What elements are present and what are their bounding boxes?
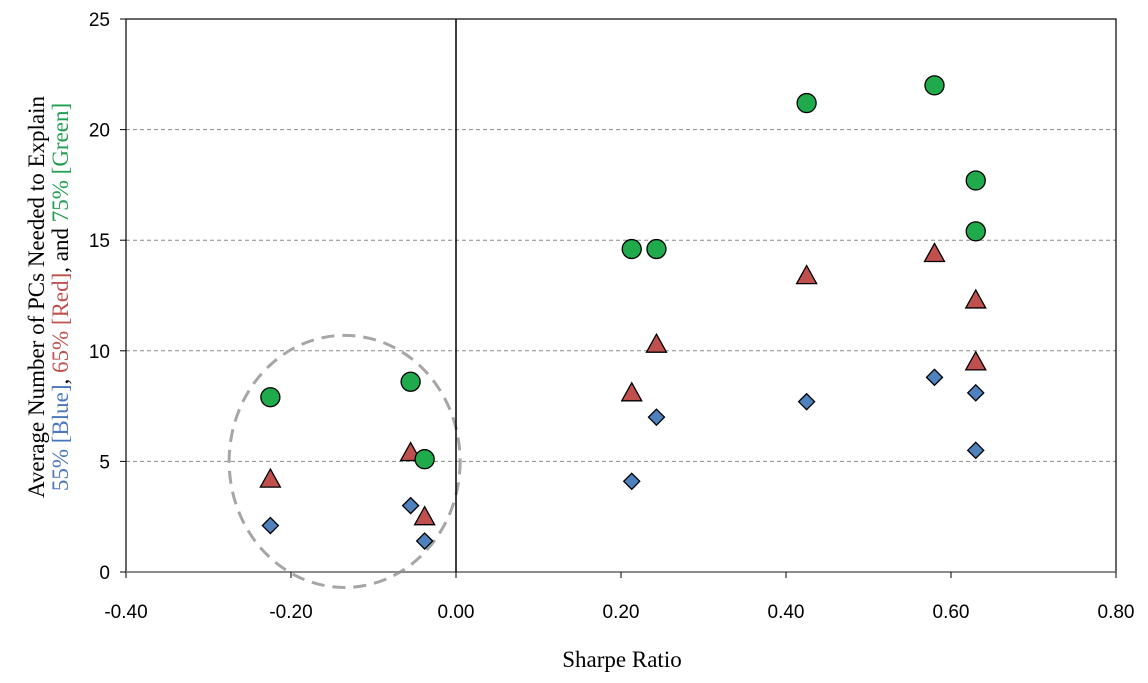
- y-axis-title-segment: 65% [Red]: [48, 273, 73, 373]
- x-tick-label: 0.20: [603, 602, 640, 623]
- circle-marker: [924, 75, 945, 96]
- x-tick-label: 0.60: [933, 602, 970, 623]
- x-tick-label: 0.00: [438, 602, 475, 623]
- y-tick-label: 25: [89, 10, 110, 31]
- circle-marker: [260, 387, 281, 408]
- y-tick-label: 0: [99, 563, 110, 584]
- triangle-marker: [259, 467, 282, 488]
- y-tick-label: 15: [89, 231, 110, 252]
- circle-marker: [796, 92, 817, 114]
- y-tick-label: 10: [89, 342, 110, 363]
- circle-marker: [414, 449, 435, 470]
- y-tick-label: 5: [99, 452, 110, 473]
- y-tick-label: 20: [89, 121, 110, 142]
- diamond-marker: [966, 383, 985, 402]
- annotation-layer: [227, 333, 462, 589]
- circle-marker: [965, 170, 986, 191]
- triangle-marker: [923, 242, 946, 263]
- x-tick-label: 0.40: [768, 602, 805, 623]
- circle-marker: [965, 221, 986, 242]
- triangle-marker: [795, 264, 818, 285]
- y-axis-title-line2: 55% [Blue], 65% [Red], and 75% [Green]: [48, 103, 73, 491]
- data-points: [259, 75, 987, 550]
- triangle-marker: [645, 332, 668, 353]
- circle-marker: [621, 238, 642, 260]
- y-axis-title-line1: Average Number of PCs Needed to Explain: [24, 96, 49, 498]
- diamond-marker: [261, 516, 280, 535]
- x-tick-labels: -0.40 -0.20 0.00 0.20 0.40 0.60 0.80: [104, 602, 1134, 623]
- triangle-marker: [964, 288, 987, 309]
- axes: [120, 18, 1117, 578]
- x-tick-label: 0.80: [1098, 602, 1135, 623]
- diamond-marker: [622, 472, 641, 491]
- diamond-marker: [401, 496, 420, 515]
- y-axis-title-segment: , and: [48, 222, 73, 272]
- plot-frame: [125, 18, 1117, 573]
- diamond-marker: [797, 392, 816, 411]
- x-tick-label: -0.20: [269, 602, 312, 623]
- x-tick-label: -0.40: [104, 602, 147, 623]
- y-axis-title-segment: 75% [Green]: [48, 103, 73, 222]
- diamond-marker: [966, 441, 985, 460]
- diamond-marker: [647, 408, 666, 427]
- triangle-marker: [964, 350, 987, 371]
- y-axis-title-segment: ,: [48, 373, 73, 385]
- diamond-marker: [925, 368, 944, 387]
- y-tick-labels: 0 5 10 15 20 25: [89, 10, 110, 584]
- triangle-marker: [413, 505, 436, 526]
- x-axis-title: Sharpe Ratio: [562, 647, 681, 672]
- y-axis-title-segment: 55% [Blue]: [48, 385, 73, 492]
- triangle-marker: [620, 381, 643, 402]
- circle-marker: [646, 238, 667, 260]
- diamond-marker: [415, 532, 434, 550]
- y-axis-title: Average Number of PCs Needed to Explain …: [24, 96, 73, 498]
- circle-marker: [400, 371, 421, 392]
- annotation-ellipse: [227, 333, 462, 589]
